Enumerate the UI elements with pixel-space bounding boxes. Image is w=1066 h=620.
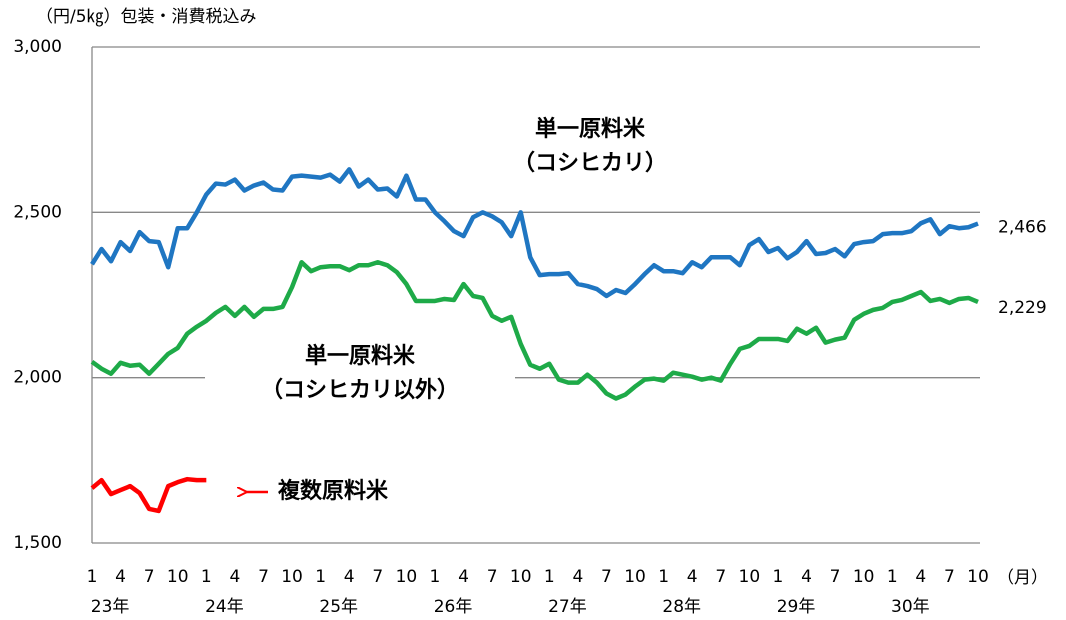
x-group-label: 29年	[777, 597, 816, 617]
x-tick-label: 4	[115, 567, 126, 587]
line-series	[90, 476, 207, 514]
x-tick-label: 4	[458, 567, 469, 587]
line-series	[90, 260, 979, 401]
x-tick-label: 1	[658, 567, 669, 587]
x-tick-label: 7	[715, 567, 726, 587]
data-label: 2,229	[998, 298, 1047, 318]
x-group-label: 25年	[319, 597, 358, 617]
y-tick-label: 3,000	[13, 37, 62, 57]
x-tick-label: 7	[144, 567, 155, 587]
x-group-label: 30年	[891, 597, 930, 617]
x-tick-label: 1	[773, 567, 784, 587]
x-tick-label: 1	[201, 567, 212, 587]
x-group-label: 28年	[662, 597, 701, 617]
x-tick-label: 10	[510, 567, 532, 587]
x-tick-label: 4	[344, 567, 355, 587]
x-tick-label: 10	[853, 567, 875, 587]
legend-line: 単一原料米	[535, 116, 646, 142]
x-tick-label: 4	[915, 567, 926, 587]
y-axis-label: （円/5㎏）包装・消費税込み	[36, 7, 257, 27]
data-label: 2,466	[998, 218, 1047, 238]
y-tick-label: 2,500	[13, 202, 62, 222]
legend-line: （コシヒカリ）	[513, 151, 667, 176]
x-tick-label: 10	[281, 567, 303, 587]
x-tick-label: 4	[572, 567, 583, 587]
line-series	[90, 167, 979, 299]
legend-label: 単一原料米 （コシヒカリ）	[513, 116, 667, 176]
x-tick-label: 1	[544, 567, 555, 587]
x-tick-label: 10	[396, 567, 418, 587]
legend-line: 単一原料米	[305, 343, 416, 369]
x-tick-label: 1	[430, 567, 441, 587]
x-tick-label: 4	[229, 567, 240, 587]
x-tick-label: 10	[167, 567, 189, 587]
label-backdrop	[205, 373, 515, 382]
legend-label: 単一原料米 （コシヒカリ以外）	[261, 343, 459, 403]
x-group-label: 24年	[205, 597, 244, 617]
x-tick-label: 7	[372, 567, 383, 587]
x-tick-label: 1	[887, 567, 898, 587]
x-tick-label: 10	[624, 567, 646, 587]
y-tick-label: 2,000	[13, 368, 62, 388]
x-tick-label: 1	[87, 567, 98, 587]
x-tick-label: 4	[687, 567, 698, 587]
x-tick-label: 7	[944, 567, 955, 587]
x-tick-label: 7	[487, 567, 498, 587]
y-tick-label: 1,500	[13, 533, 62, 553]
x-tick-label: 7	[601, 567, 612, 587]
x-group-label: 27年	[548, 597, 587, 617]
x-tick-label: 10	[967, 567, 989, 587]
x-tick-label: 7	[258, 567, 269, 587]
x-group-label: 23年	[91, 597, 130, 617]
legend-label: 複数原料米	[278, 478, 389, 504]
x-tick-label: 4	[801, 567, 812, 587]
legend-line: （コシヒカリ以外）	[261, 377, 459, 403]
x-tick-label: 7	[830, 567, 841, 587]
x-axis-unit: （月）	[997, 568, 1048, 588]
x-group-label: 26年	[434, 597, 473, 617]
x-tick-label: 10	[739, 567, 761, 587]
x-tick-label: 1	[315, 567, 326, 587]
